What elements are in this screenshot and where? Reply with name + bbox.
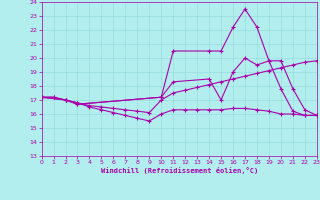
- X-axis label: Windchill (Refroidissement éolien,°C): Windchill (Refroidissement éolien,°C): [100, 167, 258, 174]
